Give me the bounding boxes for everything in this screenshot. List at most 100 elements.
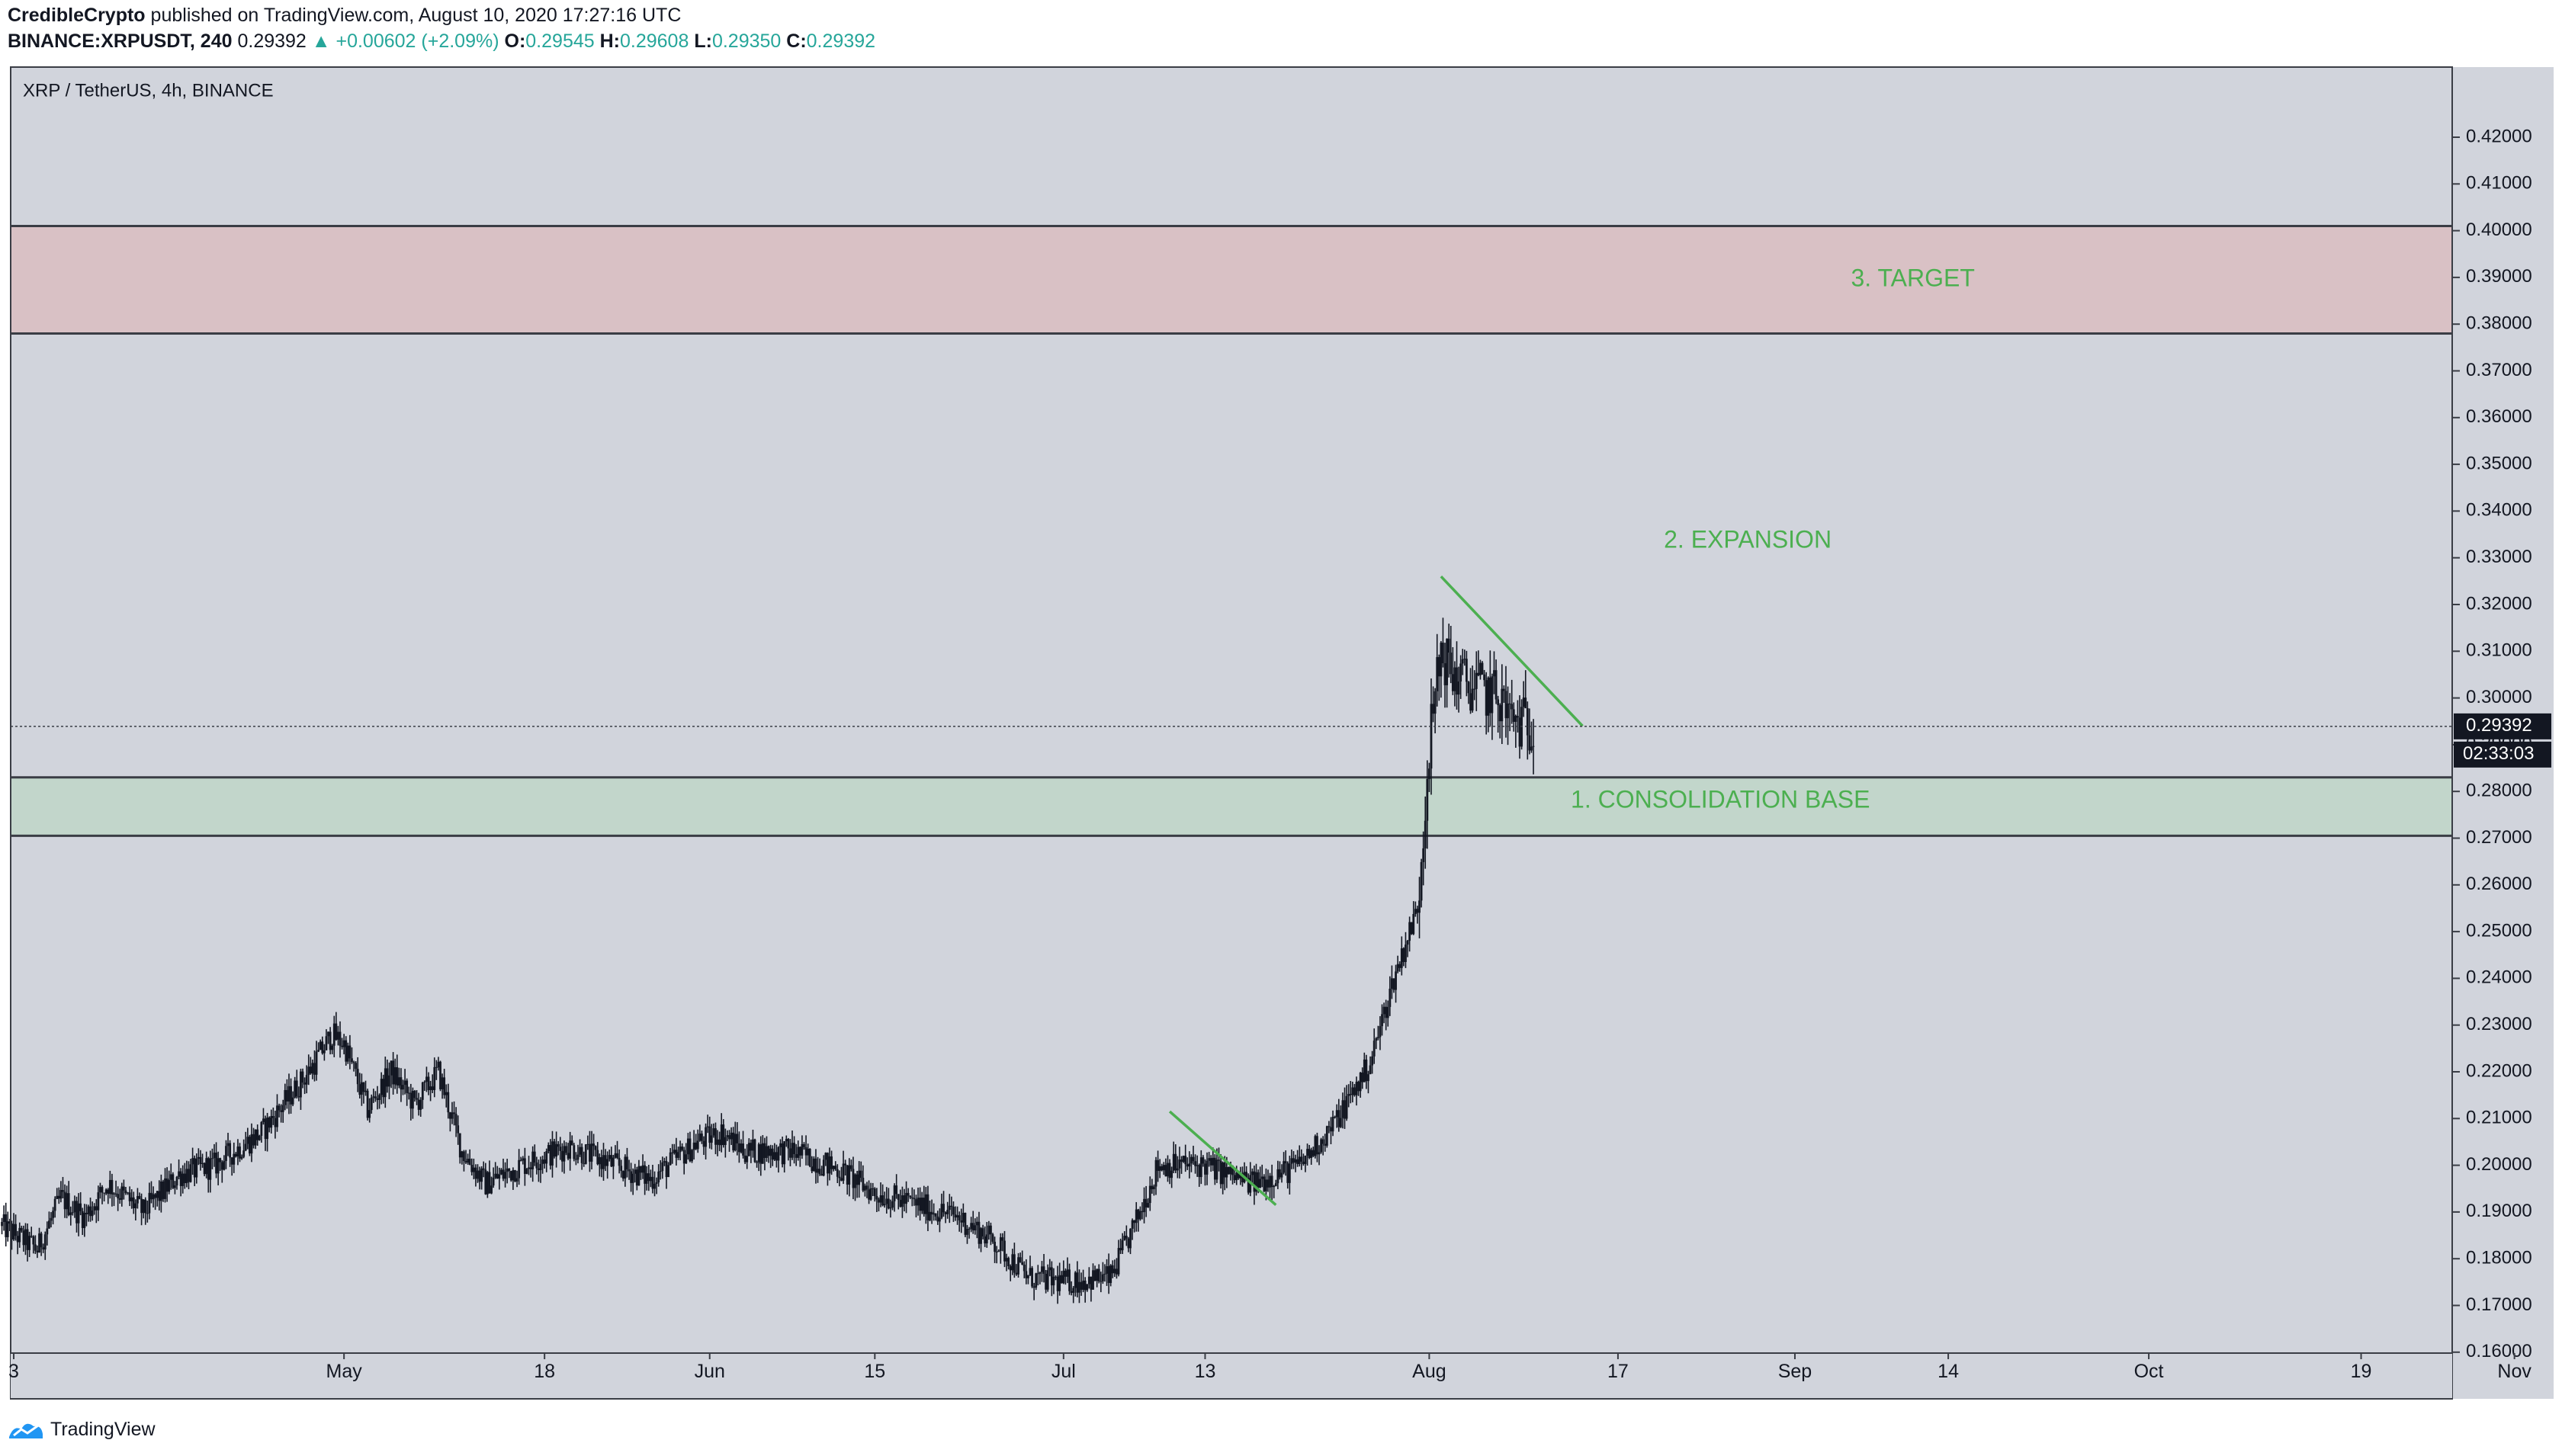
- x-tick-label: 13: [1195, 1361, 1216, 1382]
- candle-body: [720, 1124, 723, 1146]
- candle-body: [174, 1185, 176, 1188]
- candle-body: [1418, 900, 1421, 913]
- candle-body: [907, 1192, 910, 1196]
- candle-body: [1286, 1163, 1289, 1183]
- candle-body: [576, 1154, 580, 1160]
- candle-body: [437, 1061, 440, 1068]
- candle-body: [91, 1210, 94, 1217]
- candle-body: [117, 1194, 120, 1198]
- publisher-name[interactable]: CredibleCrypto: [8, 5, 146, 26]
- candle-body: [42, 1247, 45, 1250]
- candle-body: [1253, 1171, 1256, 1192]
- candle-body: [8, 1221, 11, 1224]
- candle-body: [1385, 1006, 1388, 1018]
- candle-body: [1215, 1159, 1218, 1180]
- candle-body: [1194, 1161, 1196, 1166]
- candle-body: [435, 1066, 438, 1068]
- candle-body: [185, 1169, 188, 1184]
- candles-group: [1, 617, 1535, 1304]
- candle-body: [971, 1223, 974, 1231]
- candle-body: [539, 1163, 542, 1170]
- candle-body: [1395, 971, 1397, 990]
- candle-body: [478, 1170, 481, 1182]
- candle-body: [43, 1234, 47, 1250]
- y-tick-label: 0.25000: [2466, 920, 2532, 941]
- candle-body: [482, 1168, 485, 1170]
- candle-body: [1517, 716, 1519, 718]
- candle-body: [514, 1169, 516, 1182]
- candle-body: [73, 1201, 76, 1213]
- candle-body: [1357, 1082, 1360, 1092]
- candle-body: [217, 1158, 220, 1174]
- candle-body: [1430, 704, 1433, 769]
- candle-body: [685, 1154, 688, 1164]
- candle-body: [1316, 1136, 1318, 1155]
- candle-body: [523, 1158, 526, 1174]
- candle-body: [225, 1146, 227, 1161]
- candle-body: [146, 1213, 149, 1214]
- candle-body: [294, 1080, 297, 1098]
- candle-body: [769, 1148, 772, 1156]
- candle-body: [285, 1089, 288, 1102]
- candle-body: [352, 1062, 355, 1063]
- candle-body: [964, 1212, 967, 1235]
- candle-body: [1074, 1272, 1077, 1288]
- candle-body: [747, 1143, 750, 1156]
- candle-body: [1355, 1082, 1358, 1095]
- tradingview-footer[interactable]: TradingView: [8, 1414, 156, 1445]
- candle-body: [266, 1118, 269, 1140]
- candle-body: [923, 1198, 926, 1214]
- candle-body: [77, 1203, 80, 1223]
- candle-body: [740, 1143, 743, 1153]
- candle-body: [441, 1077, 444, 1089]
- candle-body: [1076, 1272, 1079, 1293]
- candle-body: [1310, 1150, 1313, 1158]
- candle-body: [1457, 681, 1460, 695]
- candle-body: [1257, 1172, 1260, 1188]
- candle-body: [447, 1092, 450, 1113]
- y-tick-label: 0.33000: [2466, 547, 2532, 567]
- candle-body: [624, 1156, 627, 1179]
- x-tick-label: 19: [2351, 1361, 2372, 1382]
- candle-body: [1137, 1209, 1140, 1220]
- candle-body: [18, 1227, 21, 1243]
- trendline-2[interactable]: [1440, 576, 1584, 727]
- candle-body: [1292, 1158, 1295, 1163]
- candle-body: [804, 1147, 807, 1156]
- candle-body: [345, 1040, 348, 1062]
- candle-body: [492, 1177, 495, 1186]
- consolidation-zone[interactable]: [11, 777, 2452, 836]
- candle-body: [1153, 1186, 1155, 1190]
- candle-body: [752, 1139, 754, 1151]
- candle-body: [193, 1158, 196, 1178]
- candle-body: [148, 1192, 151, 1214]
- y-tick-label: 0.16000: [2466, 1341, 2532, 1361]
- y-tick-label: 0.18000: [2466, 1248, 2532, 1268]
- candle-body: [589, 1143, 591, 1162]
- candle-body: [300, 1071, 302, 1098]
- candle-body: [113, 1193, 115, 1195]
- y-tick-label: 0.20000: [2466, 1154, 2532, 1175]
- time-scale[interactable]: [11, 1354, 2452, 1398]
- candle-body: [461, 1151, 464, 1158]
- y-tick-label: 0.40000: [2466, 220, 2532, 240]
- y-tick-label: 0.38000: [2466, 313, 2532, 334]
- candle-body: [1288, 1163, 1291, 1183]
- candle-body: [66, 1193, 69, 1210]
- candle-body: [453, 1112, 455, 1114]
- candle-body: [1212, 1157, 1215, 1166]
- candle-body: [1255, 1172, 1257, 1192]
- candle-body: [822, 1159, 825, 1176]
- candle-body: [1290, 1158, 1293, 1164]
- candle-body: [1440, 643, 1443, 677]
- candle-body: [366, 1090, 369, 1118]
- consolidation-label: 1. CONSOLIDATION BASE: [1571, 786, 1870, 813]
- candle-body: [1031, 1268, 1033, 1287]
- candle-body: [1123, 1236, 1126, 1240]
- trendline-1[interactable]: [1168, 1110, 1277, 1207]
- candle-body: [252, 1134, 255, 1146]
- candle-body: [1228, 1167, 1230, 1175]
- candle-body: [663, 1161, 666, 1163]
- target-zone[interactable]: [11, 226, 2452, 334]
